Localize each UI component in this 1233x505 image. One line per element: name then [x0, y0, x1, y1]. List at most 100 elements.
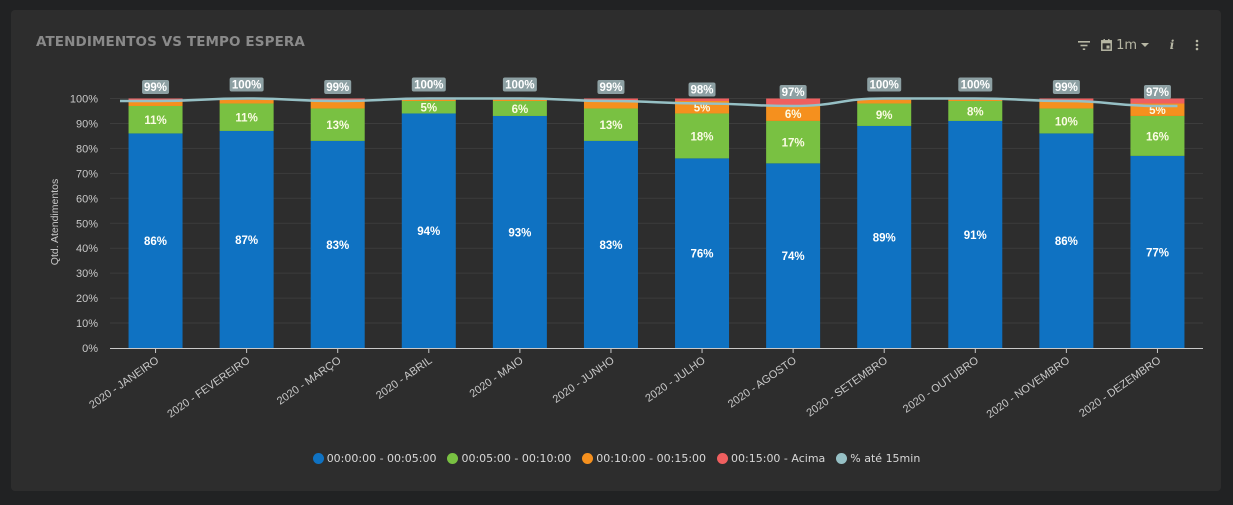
bar-segment [1039, 108, 1094, 134]
line-label-box [1052, 79, 1080, 94]
bar-segment [401, 113, 456, 348]
time-range-dropdown[interactable]: 1m [1101, 36, 1149, 54]
legend-label: 00:10:00 - 00:15:00 [596, 452, 707, 465]
bar-value-label: 6% [785, 109, 802, 121]
bar-segment [401, 99, 456, 101]
x-tick-label: 2020 - FEVEREIRO [165, 354, 252, 420]
legend-swatch-icon [312, 453, 324, 464]
bar-segment [401, 100, 456, 114]
line-label-box [411, 77, 446, 92]
bar-segment [857, 99, 912, 104]
bar-value-label: 9% [876, 110, 893, 122]
bar-segment [1130, 155, 1185, 348]
bar-value-label: 77% [1146, 247, 1169, 259]
bar-value-label: 13% [326, 120, 349, 132]
bar-segment [583, 108, 638, 141]
line-label-box [502, 77, 537, 92]
y-tick-label: 90% [76, 118, 98, 130]
bar-segment [310, 108, 365, 141]
line-value-label: 97% [1146, 87, 1169, 99]
panel-toolbar: 1m i [1073, 36, 1203, 54]
bar-value-label: 13% [599, 120, 622, 132]
line-value-label: 100% [414, 80, 443, 92]
line-label-box [324, 79, 352, 94]
bar-segment [948, 120, 1003, 348]
bar-segment [1130, 115, 1185, 156]
legend: 00:00:00 - 00:05:00 00:05:00 - 00:10:00 … [0, 452, 1233, 465]
legend-item[interactable]: 00:15:00 - Acima [717, 452, 825, 465]
bar-segment [675, 158, 730, 348]
bar-value-label: 76% [691, 249, 714, 261]
line-value-label: 99% [144, 82, 167, 94]
bar-value-label: 83% [326, 240, 349, 252]
bar-value-label: 83% [599, 240, 622, 252]
legend-label: 00:00:00 - 00:05:00 [326, 452, 437, 465]
line-label-box [1143, 84, 1171, 99]
bar-segment [128, 133, 183, 348]
line-value-label: 100% [505, 80, 534, 92]
filter-icon [1078, 40, 1091, 50]
filter-button[interactable] [1073, 36, 1095, 54]
bar-segment [492, 100, 547, 116]
line-value-label: 100% [869, 80, 898, 92]
time-range-label: 1m [1116, 37, 1137, 53]
legend-swatch-icon [447, 453, 459, 464]
line-series: 99% 100% 99% 100% 100% 99% 98% 97% 100% 100% 99% 97… [120, 77, 1178, 108]
grid-lines [110, 98, 1203, 324]
x-tick-label: 2020 - OUTUBRO [901, 354, 981, 415]
bar-value-label: 11% [235, 113, 257, 125]
bar-value-label: 94% [417, 226, 440, 238]
more-options-button[interactable] [1191, 36, 1203, 54]
bar-value-label: 5% [1149, 105, 1166, 117]
y-tick-label: 80% [76, 143, 98, 155]
bar-segment [857, 103, 912, 126]
bar-segment [766, 163, 821, 348]
legend-item[interactable]: % até 15min [836, 452, 920, 465]
bar-value-label: 89% [873, 232, 896, 244]
line-label-box [688, 82, 716, 97]
x-tick-label: 2020 - ABRIL [374, 355, 434, 402]
line-value-label: 99% [599, 82, 622, 94]
bar-segment [1039, 133, 1094, 348]
bar-segment [583, 100, 638, 109]
bar-segment [492, 99, 547, 101]
legend-swatch-icon [836, 453, 848, 464]
caret-down-icon [1141, 42, 1149, 47]
bar-value-label: 8% [967, 106, 984, 118]
legend-item[interactable]: 00:10:00 - 00:15:00 [582, 452, 706, 465]
legend-label: % até 15min [850, 452, 921, 465]
line-label-box [229, 77, 264, 92]
bar-segment [219, 103, 274, 131]
line-label-box [779, 84, 807, 99]
legend-swatch-icon [582, 453, 594, 464]
bar-segment [675, 113, 730, 159]
bar-value-label: 86% [1055, 236, 1078, 248]
legend-item[interactable]: 00:00:00 - 00:05:00 [312, 452, 437, 465]
x-tick-label: 2020 - JUNHO [551, 354, 617, 405]
calendar-icon [1101, 39, 1113, 51]
bar-segment [766, 120, 821, 164]
y-tick-label: 50% [76, 218, 98, 230]
bar-value-label: 87% [235, 235, 258, 247]
legend-item[interactable]: 00:05:00 - 00:10:00 [447, 452, 571, 465]
legend-label: 00:05:00 - 00:10:00 [461, 452, 572, 465]
bar-segment [1039, 100, 1094, 109]
y-tick-label: 10% [76, 318, 98, 330]
bar-value-label: 6% [512, 104, 529, 116]
panel-title: ATENDIMENTOS VS TEMPO ESPERA [36, 34, 305, 50]
bar-segment [766, 98, 821, 106]
x-tick-label: 2020 - AGOSTO [726, 354, 799, 410]
line-label-box [867, 77, 902, 92]
info-button[interactable]: i [1163, 36, 1181, 54]
y-tick-label: 0% [82, 343, 98, 355]
bar-value-label: 10% [1055, 116, 1078, 128]
bar-value-label: 11% [144, 115, 166, 127]
bar-value-label: 16% [1146, 131, 1169, 143]
bar-value-label: 18% [691, 131, 714, 143]
bars [128, 98, 1185, 348]
bar-value-label: 93% [508, 227, 531, 239]
line-value-label: 100% [961, 80, 990, 92]
bar-segment [219, 130, 274, 348]
line-label-box [958, 77, 993, 92]
